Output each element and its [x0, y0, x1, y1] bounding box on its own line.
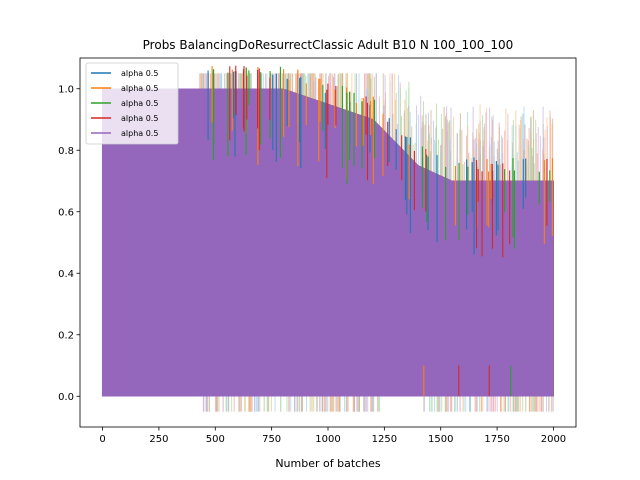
x-tick-label: 2000 [541, 434, 566, 445]
x-tick-label: 1500 [428, 434, 453, 445]
x-tick-label: 750 [262, 434, 281, 445]
x-tick-label: 250 [149, 434, 168, 445]
y-tick-label: 0.4 [58, 269, 74, 280]
y-tick-label: 0.2 [58, 330, 74, 341]
y-tick-label: 0.0 [58, 392, 74, 403]
legend-label: alpha 0.5 [121, 129, 158, 138]
legend-label: alpha 0.5 [121, 69, 158, 78]
chart-title: Probs BalancingDoResurrectClassic Adult … [143, 38, 514, 52]
y-tick-label: 1.0 [58, 84, 74, 95]
x-tick-label: 500 [206, 434, 225, 445]
legend-box [85, 62, 179, 145]
legend: alpha 0.5 alpha 0.5 alpha 0.5 alpha 0.5 alph… [85, 62, 179, 145]
x-tick-label: 1000 [315, 434, 340, 445]
series-fill-layer [102, 88, 554, 397]
y-axis: 0.0 0.2 0.4 0.6 0.8 1.0 [58, 84, 80, 403]
y-tick-label: 0.8 [58, 146, 74, 157]
legend-label: alpha 0.5 [121, 99, 158, 108]
x-axis-label: Number of batches [275, 457, 381, 470]
x-tick-label: 1250 [372, 434, 397, 445]
series-spike-layer [101, 65, 553, 397]
y-tick-label: 0.6 [58, 207, 74, 218]
x-tick-label: 0 [99, 434, 105, 445]
x-tick-label: 1750 [484, 434, 509, 445]
legend-label: alpha 0.5 [121, 84, 158, 93]
x-axis: 0 250 500 750 1000 1250 1500 1750 2000 [99, 427, 566, 445]
legend-label: alpha 0.5 [121, 114, 158, 123]
